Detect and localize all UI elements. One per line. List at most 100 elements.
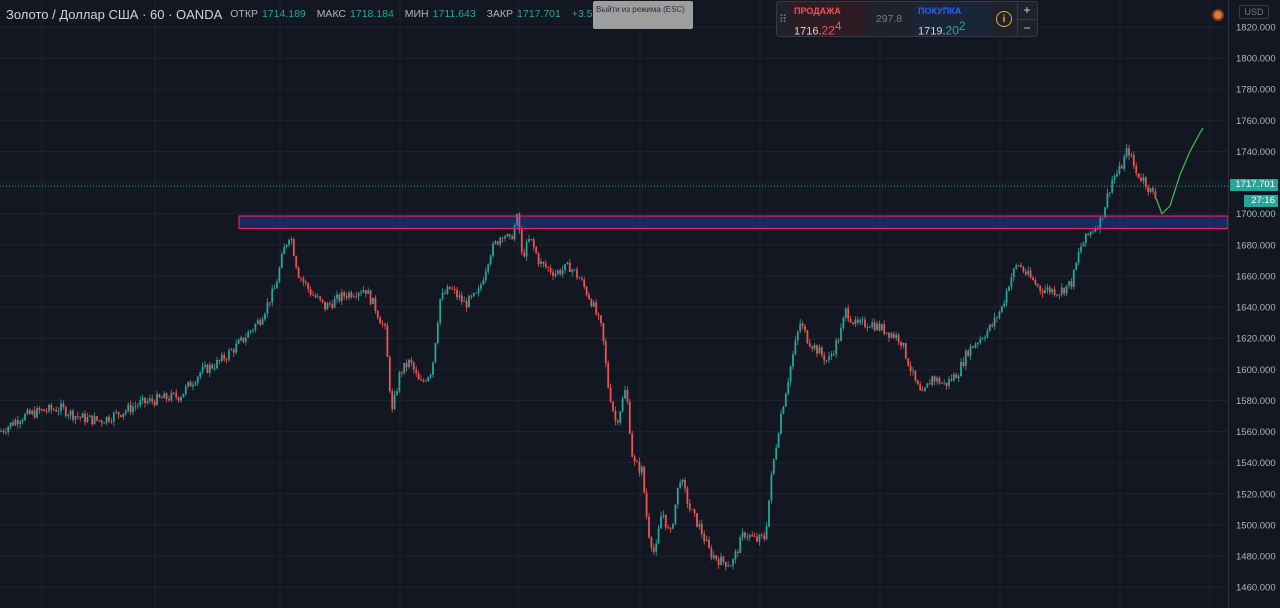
- candle-body: [1060, 287, 1063, 295]
- candle-body: [943, 382, 946, 384]
- trading-panel: ⠿ ПРОДАЖА 1716.224 297.8 ПОКУПКА 1719.20…: [776, 1, 1038, 38]
- candle-body: [1044, 289, 1046, 293]
- candle-body: [715, 555, 718, 560]
- candle-body: [1106, 193, 1109, 208]
- candle-body: [105, 416, 108, 423]
- candle-body: [748, 535, 751, 538]
- candle-body: [480, 284, 482, 289]
- candle-body: [300, 278, 302, 279]
- candle-body: [266, 302, 269, 314]
- candle-body: [1058, 294, 1061, 296]
- candle-body: [9, 422, 12, 427]
- candle-body: [544, 263, 547, 268]
- candle-body: [643, 466, 646, 493]
- candle-body: [472, 293, 475, 297]
- candle-body: [1036, 284, 1039, 286]
- info-icon[interactable]: i: [996, 11, 1012, 27]
- candle-body: [175, 393, 178, 398]
- candle-body: [314, 295, 317, 298]
- candle-body: [1008, 286, 1010, 291]
- countdown-label: 27:16: [1244, 195, 1278, 207]
- candle-body: [391, 390, 394, 410]
- candle-body: [326, 303, 329, 310]
- candle-body: [1034, 280, 1037, 285]
- candle-body: [422, 380, 425, 382]
- candle-body: [616, 420, 619, 423]
- minus-button[interactable]: −: [1018, 18, 1036, 37]
- candle-body: [338, 294, 341, 302]
- candle-body: [832, 354, 835, 355]
- price-tick-label: 1480.000: [1236, 552, 1276, 563]
- candle-body: [412, 362, 415, 370]
- candle-body: [1140, 177, 1142, 181]
- candle-body: [316, 296, 319, 298]
- candle-body: [950, 379, 953, 381]
- candle-body: [640, 466, 643, 473]
- candle-body: [194, 382, 197, 385]
- candle-body: [619, 411, 622, 423]
- buy-button[interactable]: ПОКУПКА 1719.202: [913, 2, 991, 38]
- candle-body: [240, 337, 242, 341]
- candle-body: [921, 390, 924, 392]
- candle-body: [1084, 233, 1087, 244]
- candle-body: [304, 281, 307, 284]
- candle-body: [264, 313, 266, 320]
- status-dot-icon[interactable]: [1212, 9, 1224, 21]
- currency-button[interactable]: USD: [1239, 5, 1269, 19]
- candle-body: [612, 401, 614, 411]
- candle-body: [160, 397, 163, 399]
- candle-body: [892, 333, 895, 338]
- candle-body: [379, 317, 382, 324]
- candle-body: [386, 325, 389, 357]
- candle-body: [218, 360, 221, 361]
- candle-body: [691, 509, 694, 511]
- candle-body: [540, 261, 542, 264]
- candle-body: [468, 295, 470, 308]
- candle-body: [1063, 287, 1066, 294]
- candle-body: [388, 356, 391, 391]
- candle-body: [559, 270, 562, 275]
- symbol-title[interactable]: Золото / Доллар США · 60 · OANDA: [6, 6, 223, 22]
- candle-body: [115, 412, 118, 413]
- candle-body: [1082, 243, 1085, 247]
- candle-body: [1003, 303, 1006, 307]
- candle-body: [24, 414, 26, 421]
- candle-body: [153, 401, 156, 406]
- candle-body: [789, 366, 792, 382]
- candle-body: [912, 370, 914, 372]
- candle-body: [1020, 265, 1022, 267]
- candle-body: [864, 319, 866, 328]
- candle-body: [756, 536, 758, 542]
- candle-body: [280, 254, 283, 268]
- candle-body: [592, 302, 595, 307]
- candle-body: [760, 534, 763, 536]
- sell-button[interactable]: ПРОДАЖА 1716.224: [789, 2, 865, 38]
- drag-handle-icon[interactable]: ⠿: [778, 13, 788, 26]
- candle-body: [636, 461, 638, 463]
- candle-body: [940, 383, 943, 384]
- candle-body: [328, 303, 331, 305]
- candle-body: [787, 381, 790, 394]
- candle-body: [72, 410, 74, 420]
- price-tick-label: 1460.000: [1236, 583, 1276, 594]
- candle-body: [542, 261, 545, 264]
- candle-body: [376, 310, 379, 318]
- candle-body: [62, 403, 65, 408]
- candle-body: [499, 237, 502, 245]
- candle-body: [868, 326, 871, 328]
- candle-body: [1108, 192, 1111, 194]
- candle-body: [792, 354, 794, 367]
- candle-body: [441, 292, 444, 299]
- candle-body: [518, 214, 521, 230]
- candle-body: [367, 290, 370, 294]
- price-tick-label: 1800.000: [1236, 54, 1276, 65]
- plus-button[interactable]: +: [1023, 3, 1031, 18]
- info-button[interactable]: i: [991, 2, 1017, 36]
- candle-body: [765, 526, 768, 540]
- candle-body: [1128, 148, 1130, 156]
- candle-body: [530, 239, 533, 240]
- candle-body: [1080, 246, 1082, 252]
- candle-body: [686, 488, 689, 504]
- candle-body: [669, 528, 672, 529]
